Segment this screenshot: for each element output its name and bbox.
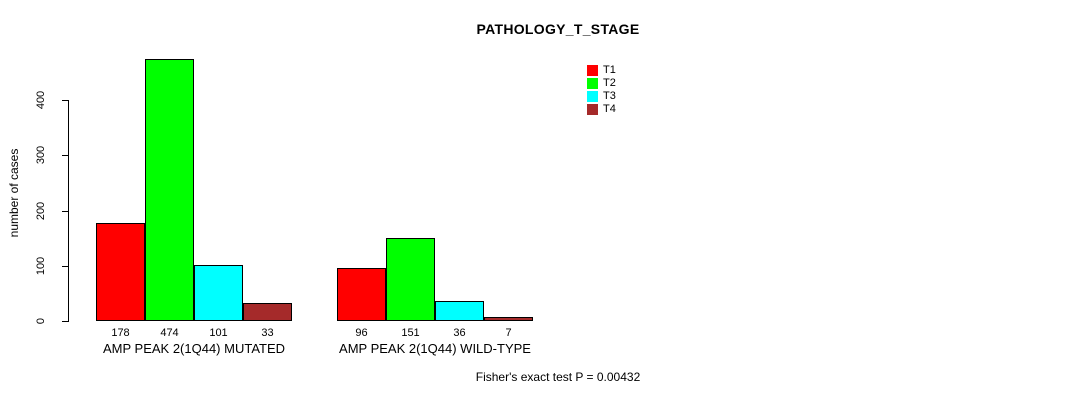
bar-value-label: 36	[453, 327, 466, 339]
footer-annotation: Fisher's exact test P = 0.00432	[475, 370, 641, 384]
bar-t3-group1	[435, 301, 484, 321]
bar-t1-group1	[337, 268, 386, 321]
y-tick	[62, 155, 69, 156]
chart-title: PATHOLOGY_T_STAGE	[476, 21, 640, 37]
legend-item-t3: T3	[587, 90, 616, 103]
bar-value-label: 151	[401, 327, 420, 339]
legend-swatch-t4	[587, 104, 598, 115]
legend-label: T4	[603, 103, 616, 115]
legend: T1 T2 T3 T4	[587, 64, 616, 116]
legend-label: T3	[603, 90, 616, 102]
y-tick	[62, 266, 69, 267]
y-axis-label: number of cases	[7, 148, 21, 238]
y-tick	[62, 321, 69, 322]
legend-swatch-t2	[587, 78, 598, 89]
y-tick-label: 0	[35, 317, 47, 325]
bar-value-label: 7	[505, 327, 512, 339]
legend-swatch-t3	[587, 91, 598, 102]
y-tick	[62, 100, 69, 101]
group-label: AMP PEAK 2(1Q44) MUTATED	[102, 341, 286, 356]
y-tick-label: 300	[35, 145, 47, 165]
legend-item-t1: T1	[587, 64, 616, 77]
bar-value-label: 96	[355, 327, 368, 339]
legend-item-t4: T4	[587, 103, 616, 116]
y-tick-label: 100	[35, 256, 47, 276]
bar-t2-group0	[145, 59, 194, 321]
bar-t3-group0	[194, 265, 243, 321]
y-tick-label: 200	[35, 201, 47, 221]
y-tick-label: 400	[35, 90, 47, 110]
bar-value-label: 178	[111, 327, 130, 339]
group-label: AMP PEAK 2(1Q44) WILD-TYPE	[339, 341, 531, 356]
legend-swatch-t1	[587, 65, 598, 76]
legend-item-t2: T2	[587, 77, 616, 90]
bar-t2-group1	[386, 238, 435, 321]
bar-t4-group1	[484, 317, 533, 321]
legend-label: T2	[603, 77, 616, 89]
bar-t1-group0	[96, 223, 145, 321]
bar-value-label: 474	[160, 327, 179, 339]
y-tick	[62, 211, 69, 212]
bar-value-label: 101	[209, 327, 228, 339]
bar-t4-group0	[243, 303, 292, 321]
legend-label: T1	[603, 64, 616, 76]
bar-value-label: 33	[261, 327, 274, 339]
